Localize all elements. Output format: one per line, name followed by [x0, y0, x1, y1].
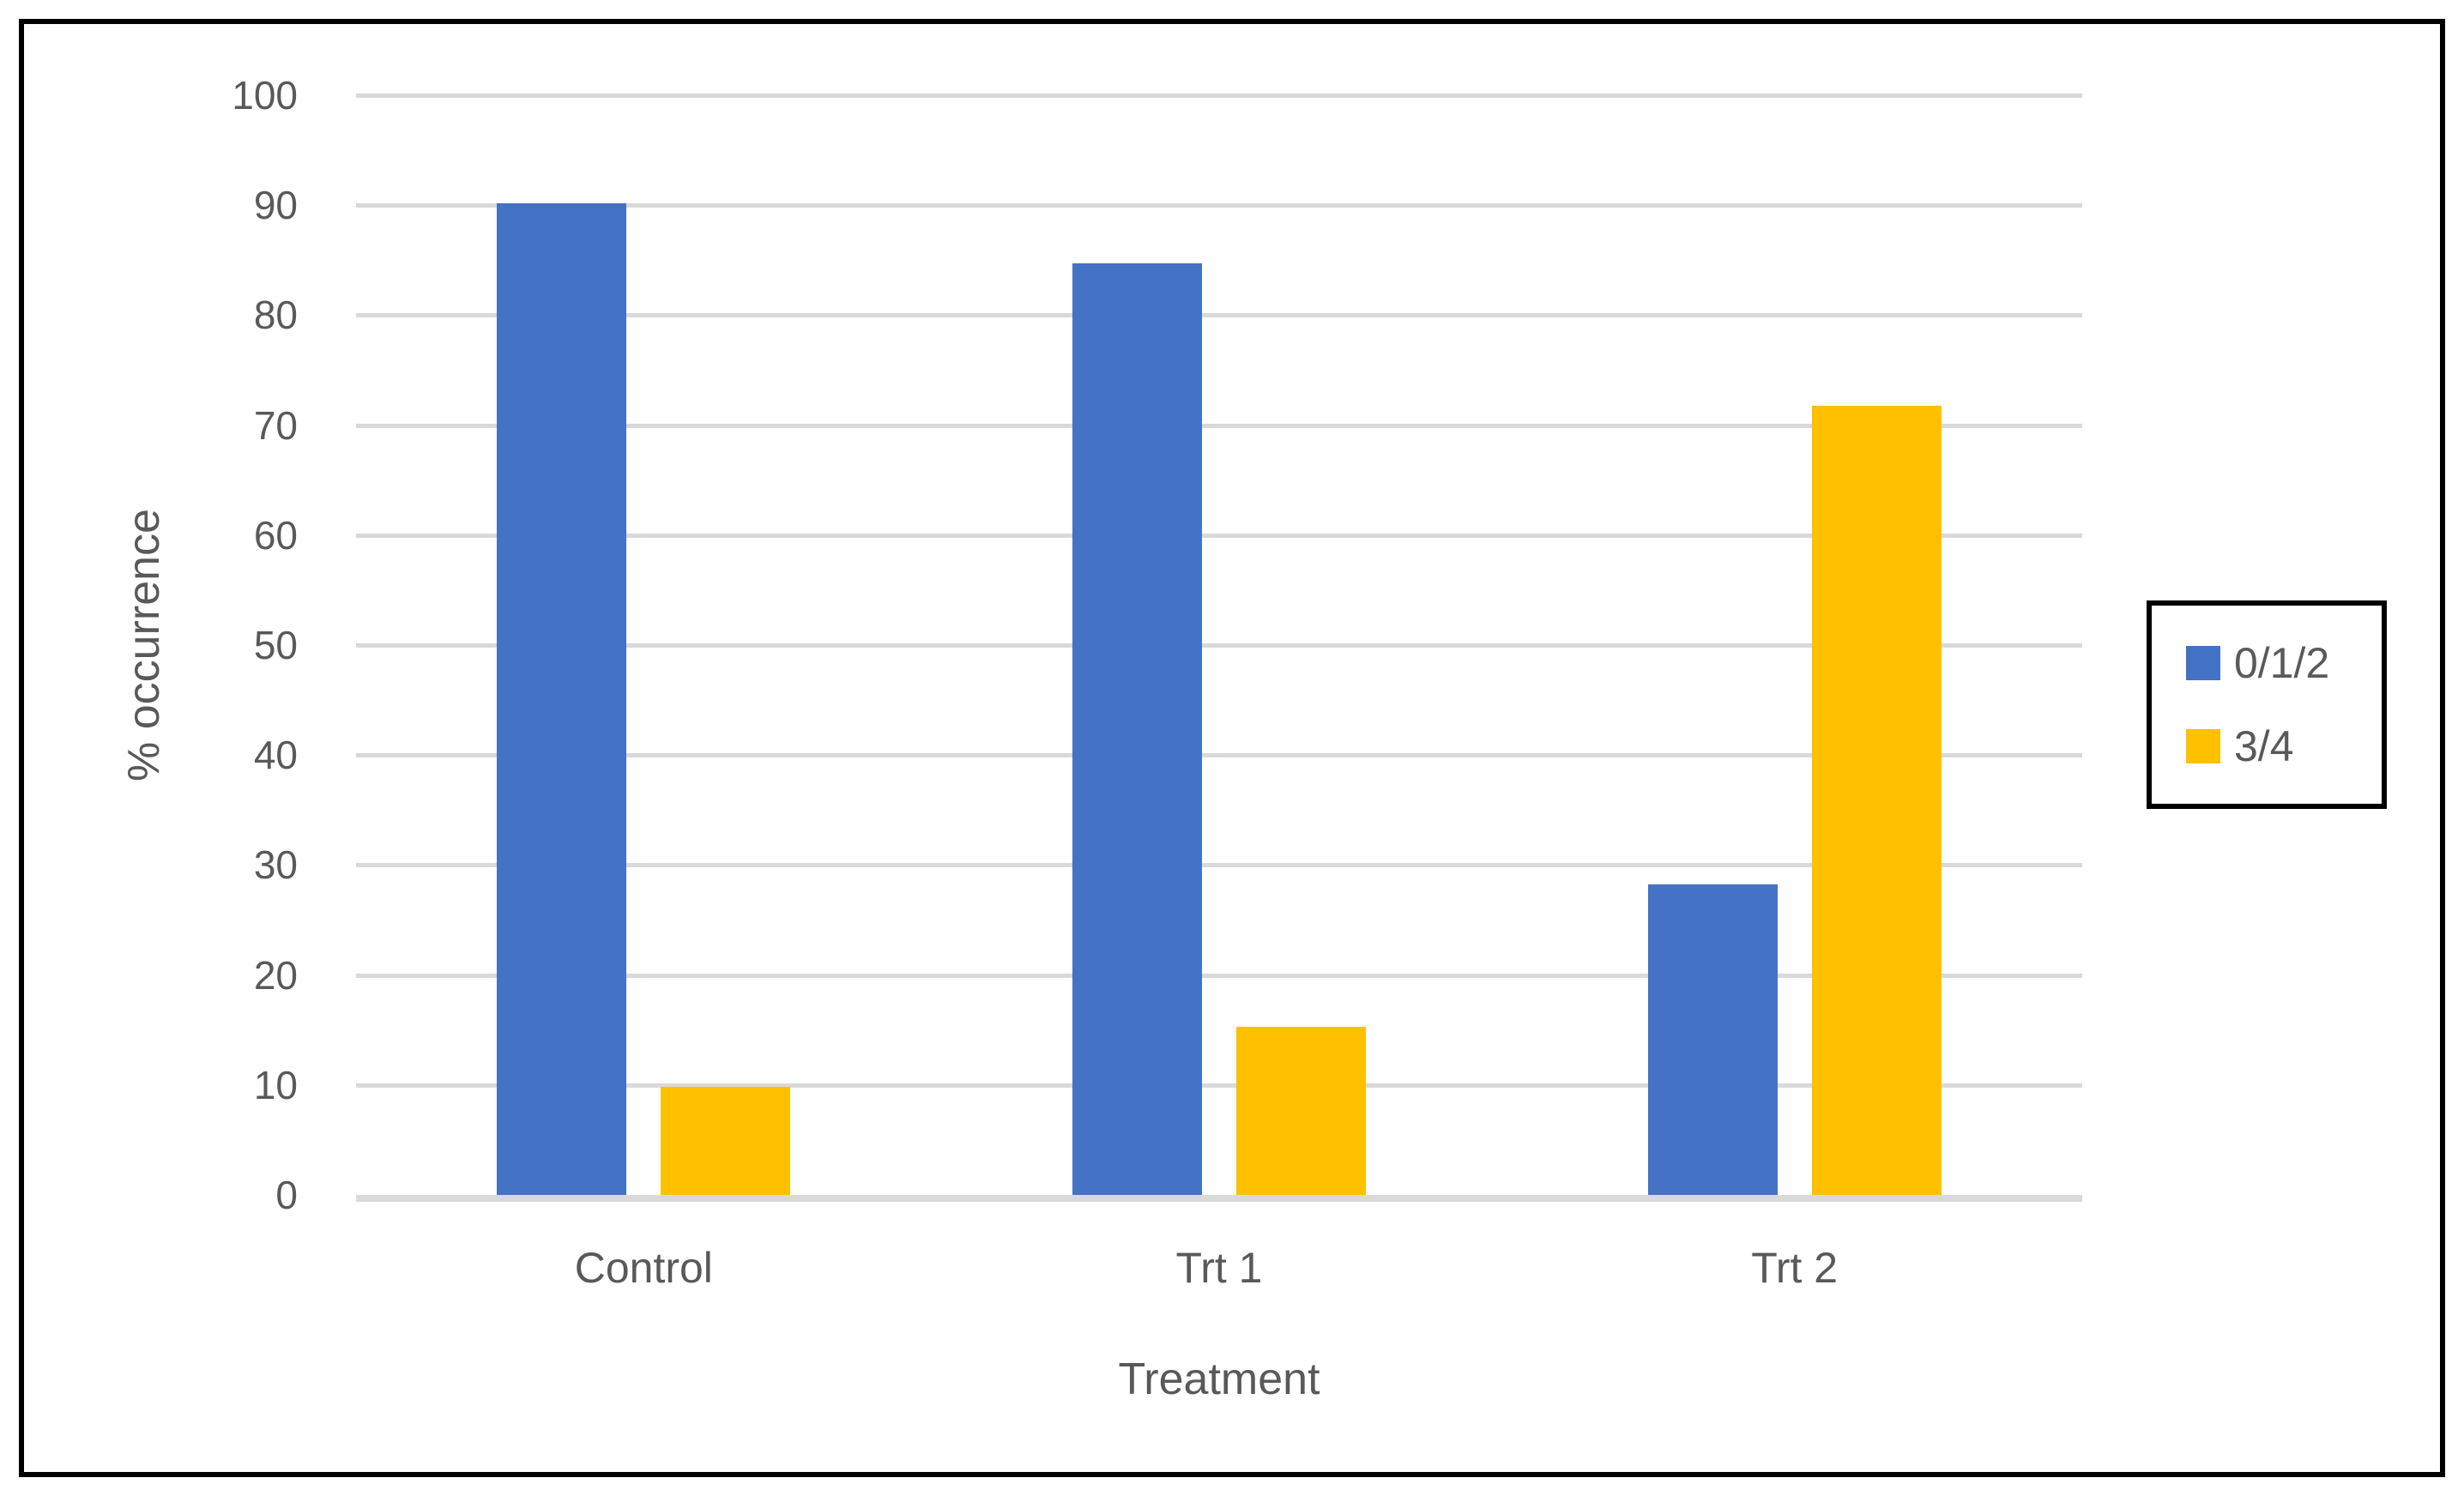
plot-area	[356, 94, 2082, 1202]
x-category-label-Control: Control	[574, 1244, 713, 1292]
y-tick-label-30: 30	[253, 842, 298, 888]
gridline-50	[356, 643, 2082, 648]
gridline-60	[356, 533, 2082, 538]
y-axis-tick-labels: 0 10 20 30 40 50 60 70 80 90 100	[0, 73, 298, 1217]
y-tick-label-0: 0	[275, 1173, 298, 1217]
bar-0/1/2-Trt 1	[1072, 263, 1202, 1195]
gridline-20	[356, 973, 2082, 978]
y-tick-label-80: 80	[253, 293, 298, 338]
bar-0/1/2-Control	[497, 203, 627, 1195]
gridline-10	[356, 1083, 2082, 1088]
y-tick-label-20: 20	[253, 952, 298, 998]
legend-swatch-3/4	[2186, 728, 2220, 763]
bar-0/1/2-Trt 2	[1647, 884, 1778, 1195]
legend-item-3/4: 3/4	[2186, 721, 2382, 771]
legend-swatch-0/1/2	[2186, 646, 2220, 681]
y-tick-label-60: 60	[253, 512, 298, 558]
x-axis-line	[356, 1195, 2082, 1202]
bar-3/4-Trt 1	[1236, 1027, 1366, 1195]
bar-3/4-Control	[661, 1087, 791, 1195]
y-tick-label-10: 10	[253, 1062, 298, 1107]
y-tick-label-50: 50	[253, 623, 298, 667]
legend: 0/1/2 3/4	[2147, 600, 2387, 809]
gridline-40	[356, 753, 2082, 758]
legend-item-0/1/2: 0/1/2	[2186, 638, 2382, 688]
gridline-80	[356, 313, 2082, 318]
gridline-100	[356, 94, 2082, 98]
y-tick-label-100: 100	[232, 73, 298, 118]
legend-label-0/1/2: 0/1/2	[2234, 639, 2330, 688]
x-category-label-Trt 1: Trt 1	[1175, 1244, 1263, 1292]
gridline-30	[356, 863, 2082, 868]
y-tick-label-40: 40	[253, 733, 298, 778]
y-tick-label-90: 90	[253, 183, 298, 228]
x-axis-category-labels: Control Trt 1 Trt 2	[356, 1242, 2082, 1294]
x-category-label-Trt 2: Trt 2	[1751, 1244, 1839, 1292]
legend-label-3/4: 3/4	[2234, 721, 2294, 770]
chart-border-frame	[19, 19, 2445, 1477]
bar-3/4-Trt 2	[1811, 406, 1942, 1195]
y-tick-label-70: 70	[253, 402, 298, 448]
x-axis-title: Treatment	[1118, 1354, 1320, 1404]
gridline-70	[356, 423, 2082, 428]
gridline-90	[356, 203, 2082, 208]
